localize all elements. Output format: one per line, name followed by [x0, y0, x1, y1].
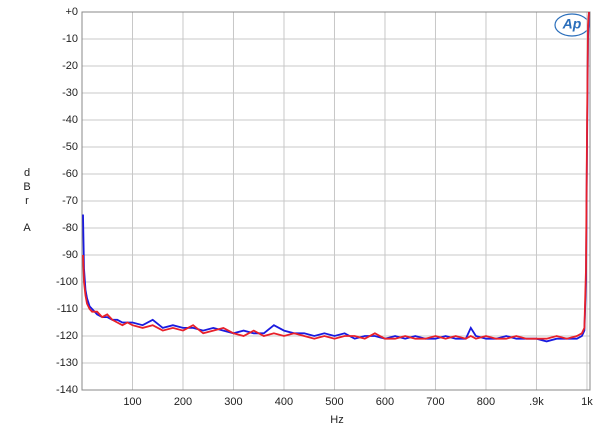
y-tick-label: -100: [56, 276, 78, 288]
y-tick-label: -30: [62, 87, 78, 99]
y-axis-label: r: [25, 195, 29, 207]
series-line: [82, 11, 590, 340]
y-tick-label: -40: [62, 114, 78, 126]
x-tick-label: 400: [275, 396, 293, 408]
y-tick-label: -90: [62, 249, 78, 261]
x-tick-label: 300: [224, 396, 242, 408]
y-tick-label: -110: [57, 303, 78, 315]
plot-frame: [81, 11, 591, 391]
y-tick-label: -70: [62, 195, 78, 207]
y-tick-label: -60: [62, 168, 78, 180]
x-tick-label: 700: [426, 396, 444, 408]
x-tick-label: 500: [325, 396, 343, 408]
y-tick-label: -50: [62, 141, 78, 153]
y-axis-label: A: [23, 222, 31, 234]
x-tick-label: 600: [376, 396, 394, 408]
x-tick-label: 1k: [581, 396, 593, 408]
y-tick-label: -80: [62, 222, 78, 234]
y-tick-label: -120: [56, 330, 78, 342]
y-axis-label: B: [23, 181, 30, 193]
y-tick-label: -140: [56, 384, 78, 396]
y-tick-label: -130: [56, 357, 78, 369]
x-tick-label: .9k: [529, 396, 544, 408]
x-tick-label: 800: [477, 396, 495, 408]
y-axis-label: d: [24, 167, 30, 179]
logo: Ap: [562, 16, 582, 32]
y-tick-label: -20: [62, 60, 78, 72]
x-axis-label: Hz: [330, 414, 343, 426]
y-tick-label: -10: [62, 33, 78, 45]
x-tick-label: 100: [123, 396, 141, 408]
y-tick-label: +0: [65, 6, 78, 18]
x-tick-label: 200: [174, 396, 192, 408]
